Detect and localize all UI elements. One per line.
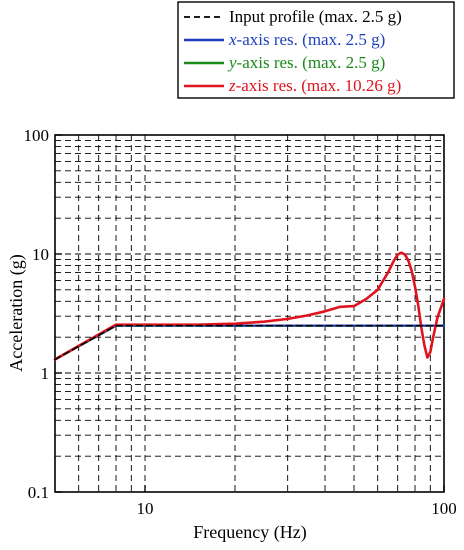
legend-label: y-axis res. (max. 2.5 g) — [227, 53, 385, 72]
y-tick-label: 0.1 — [28, 483, 49, 502]
y-tick-label: 1 — [41, 364, 50, 383]
x-axis-title: Frequency (Hz) — [193, 522, 306, 543]
legend-axis-letter: y — [227, 53, 237, 72]
x-tick-label: 10 — [137, 499, 154, 518]
legend-axis-letter: z — [228, 76, 236, 95]
series-line-3 — [53, 324, 446, 361]
x-tick-label: 100 — [431, 499, 457, 518]
y-tick-label: 10 — [32, 245, 49, 264]
axis-ticks — [55, 134, 445, 493]
legend: Input profile (max. 2.5 g)x-axis res. (m… — [177, 1, 455, 99]
legend-label: x-axis res. (max. 2.5 g) — [228, 30, 385, 49]
legend-label: Input profile (max. 2.5 g) — [229, 7, 402, 26]
legend-description: Input profile (max. 2.5 g) — [229, 7, 402, 26]
legend-box — [177, 1, 455, 99]
series-lines — [53, 251, 446, 361]
legend-description: -axis res. (max. 2.5 g) — [237, 53, 386, 72]
legend-label: z-axis res. (max. 10.26 g) — [228, 76, 401, 95]
y-tick-label: 100 — [24, 126, 50, 145]
series-line-2 — [53, 324, 446, 361]
legend-description: -axis res. (max. 2.5 g) — [237, 30, 386, 49]
grid-lines — [55, 135, 444, 492]
legend-axis-letter: x — [228, 30, 237, 49]
legend-description: -axis res. (max. 10.26 g) — [236, 76, 402, 95]
series-line-1 — [54, 324, 445, 361]
tick-labels: 10 100 0.1 1 10 100 — [24, 126, 457, 518]
series-line-4 — [53, 251, 446, 361]
plot-frame — [54, 134, 445, 493]
y-axis-title: Acceleration (g) — [6, 254, 27, 371]
